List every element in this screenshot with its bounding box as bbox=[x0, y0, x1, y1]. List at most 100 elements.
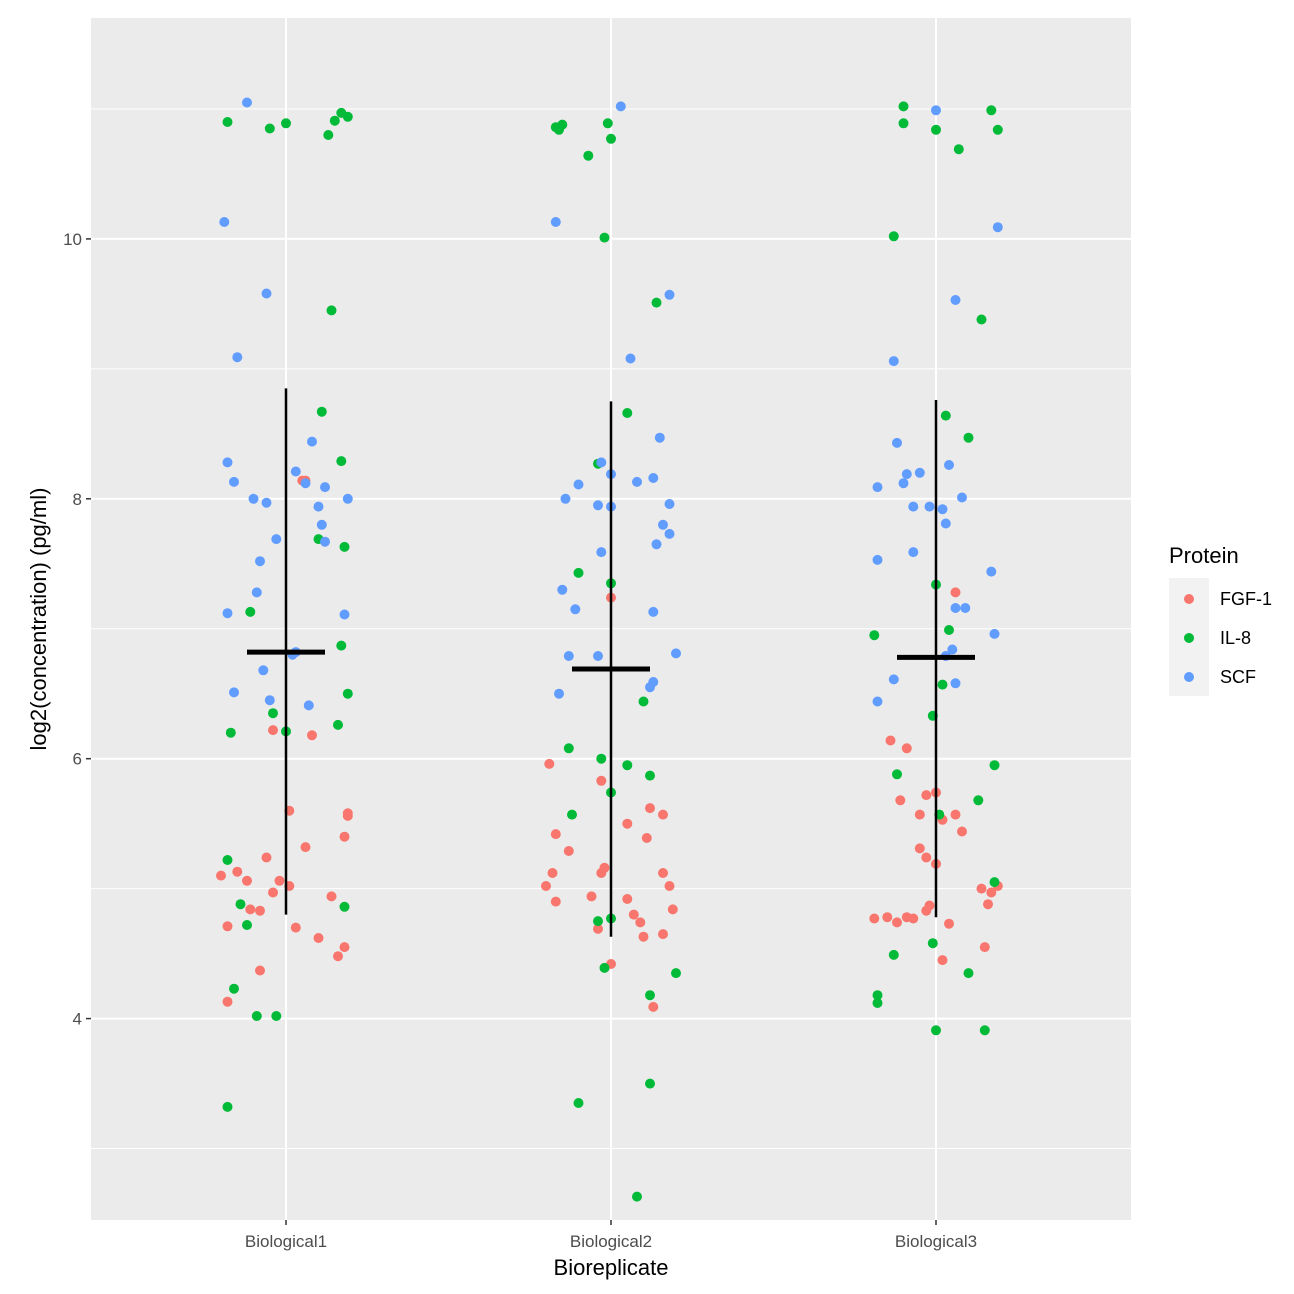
point-il-8 bbox=[892, 769, 902, 780]
point-fgf-1 bbox=[983, 899, 993, 910]
point-fgf-1 bbox=[541, 881, 551, 891]
point-scf bbox=[901, 469, 912, 480]
point-scf bbox=[550, 217, 561, 227]
point-il-8 bbox=[645, 770, 655, 781]
point-scf bbox=[593, 500, 603, 511]
point-fgf-1 bbox=[869, 913, 880, 924]
point-il-8 bbox=[222, 1101, 233, 1112]
point-scf bbox=[957, 492, 967, 503]
point-scf bbox=[914, 467, 925, 478]
point-il-8 bbox=[622, 760, 633, 771]
point-il-8 bbox=[888, 949, 899, 960]
point-scf bbox=[342, 493, 353, 504]
point-fgf-1 bbox=[908, 913, 919, 924]
point-fgf-1 bbox=[242, 875, 252, 886]
point-scf bbox=[554, 688, 564, 699]
point-fgf-1 bbox=[593, 923, 603, 934]
point-scf bbox=[303, 700, 314, 711]
summary-layer bbox=[247, 388, 975, 937]
point-il-8 bbox=[573, 1098, 584, 1108]
point-fgf-1 bbox=[885, 735, 896, 746]
point-fgf-1 bbox=[216, 870, 226, 881]
point-il-8 bbox=[336, 640, 347, 651]
point-il-8 bbox=[316, 406, 327, 417]
point-scf bbox=[593, 651, 603, 661]
point-il-8 bbox=[645, 990, 655, 1001]
point-scf bbox=[261, 497, 272, 508]
point-fgf-1 bbox=[222, 921, 233, 932]
point-fgf-1 bbox=[882, 912, 893, 923]
point-scf bbox=[242, 97, 252, 108]
x-tick-label: Biological2 bbox=[570, 1232, 652, 1251]
point-scf bbox=[908, 501, 919, 512]
point-scf bbox=[320, 536, 330, 547]
point-fgf-1 bbox=[232, 866, 243, 877]
point-scf bbox=[229, 476, 239, 487]
point-fgf-1 bbox=[563, 846, 574, 856]
x-tick-label: Biological1 bbox=[245, 1232, 327, 1251]
point-fgf-1 bbox=[944, 918, 954, 929]
point-il-8 bbox=[599, 232, 610, 243]
point-fgf-1 bbox=[638, 931, 649, 942]
point-scf bbox=[219, 217, 230, 227]
point-scf bbox=[947, 644, 958, 655]
point-scf bbox=[307, 436, 317, 447]
point-il-8 bbox=[602, 118, 613, 129]
point-il-8 bbox=[563, 743, 574, 754]
point-scf bbox=[229, 687, 239, 698]
point-scf bbox=[271, 534, 282, 545]
point-scf bbox=[300, 478, 311, 489]
point-fgf-1 bbox=[268, 887, 278, 898]
point-il-8 bbox=[638, 696, 649, 707]
point-fgf-1 bbox=[274, 875, 285, 886]
point-scf bbox=[898, 478, 909, 489]
point-scf bbox=[316, 519, 327, 530]
point-scf bbox=[320, 482, 330, 493]
point-fgf-1 bbox=[648, 1001, 659, 1012]
point-il-8 bbox=[235, 899, 246, 910]
point-scf bbox=[570, 604, 581, 615]
point-scf bbox=[596, 547, 607, 558]
point-il-8 bbox=[593, 916, 603, 927]
point-fgf-1 bbox=[921, 852, 932, 863]
point-il-8 bbox=[336, 456, 347, 467]
point-fgf-1 bbox=[658, 809, 668, 820]
point-il-8 bbox=[342, 688, 353, 699]
point-il-8 bbox=[944, 625, 954, 635]
point-scf bbox=[872, 696, 883, 707]
point-fgf-1 bbox=[342, 808, 353, 819]
point-il-8 bbox=[888, 231, 899, 242]
point-il-8 bbox=[872, 998, 883, 1008]
point-il-8 bbox=[963, 968, 974, 979]
point-fgf-1 bbox=[622, 894, 633, 904]
point-fgf-1 bbox=[957, 826, 967, 837]
point-il-8 bbox=[651, 297, 662, 308]
point-il-8 bbox=[898, 101, 909, 112]
legend-title: Protein bbox=[1169, 543, 1239, 568]
point-il-8 bbox=[606, 133, 616, 144]
point-il-8 bbox=[645, 1078, 655, 1089]
point-scf bbox=[222, 608, 233, 619]
point-fgf-1 bbox=[245, 904, 256, 915]
point-il-8 bbox=[898, 118, 909, 129]
point-il-8 bbox=[268, 708, 278, 719]
point-il-8 bbox=[251, 1011, 262, 1021]
point-il-8 bbox=[979, 1025, 990, 1036]
point-il-8 bbox=[940, 410, 951, 421]
point-il-8 bbox=[671, 968, 681, 979]
point-scf bbox=[960, 603, 971, 613]
y-axis-title: log2(concentration) (pg/ml) bbox=[26, 488, 51, 751]
point-scf bbox=[313, 501, 324, 512]
point-il-8 bbox=[931, 1025, 941, 1036]
point-scf bbox=[944, 460, 954, 470]
point-fgf-1 bbox=[222, 996, 233, 1007]
point-scf bbox=[261, 288, 272, 299]
point-scf bbox=[888, 356, 899, 367]
point-il-8 bbox=[333, 719, 343, 730]
data-points bbox=[216, 97, 1003, 1202]
point-fgf-1 bbox=[268, 725, 278, 736]
point-fgf-1 bbox=[261, 852, 272, 863]
point-il-8 bbox=[264, 123, 275, 134]
point-il-8 bbox=[989, 877, 1000, 888]
point-fgf-1 bbox=[255, 965, 265, 976]
